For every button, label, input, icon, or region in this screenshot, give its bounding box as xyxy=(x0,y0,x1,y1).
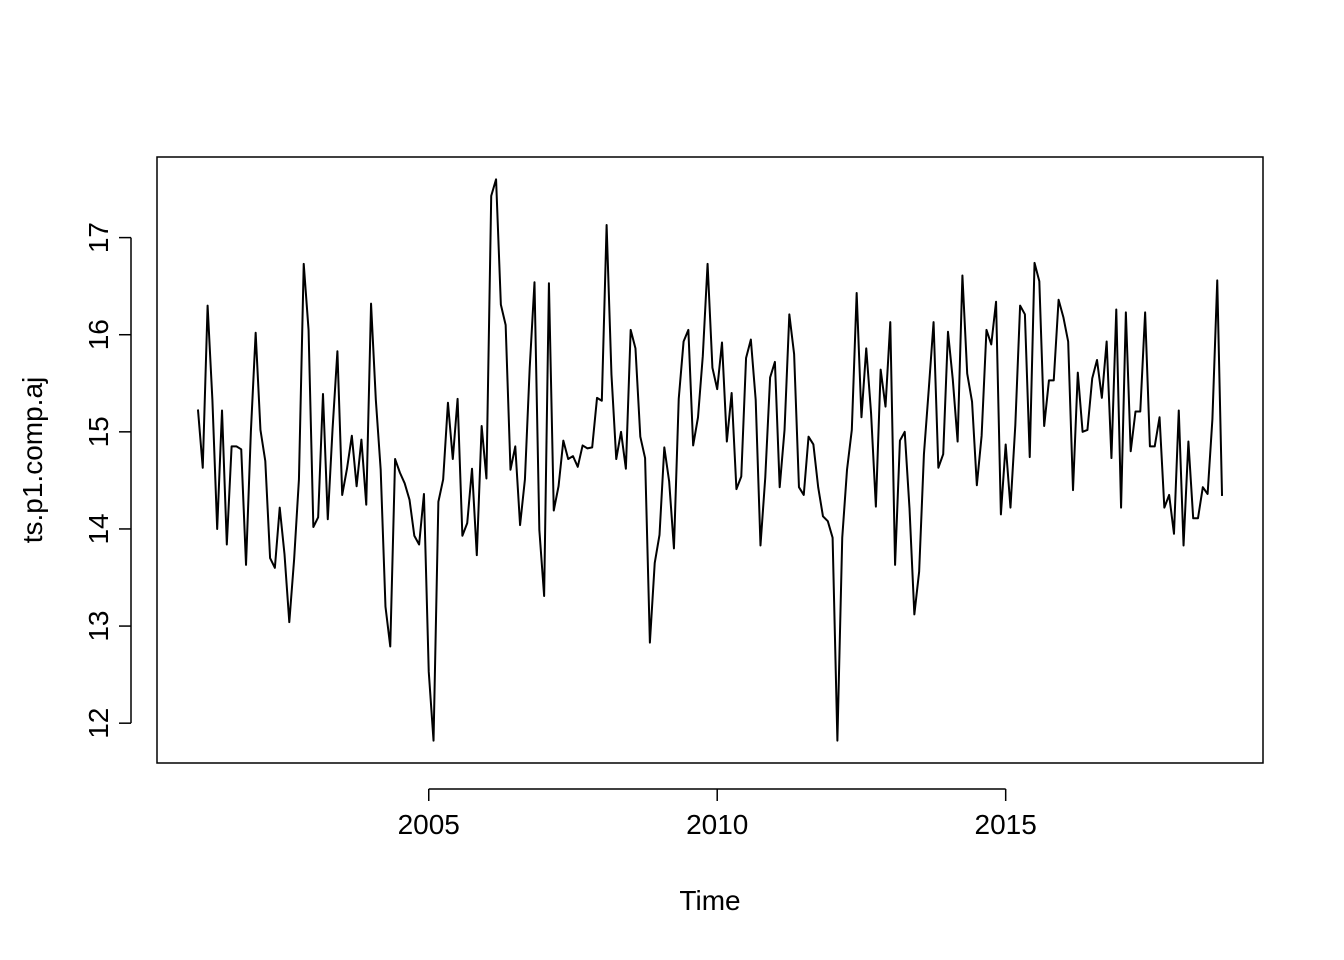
data-line xyxy=(196,178,1224,742)
x-axis-label: Time xyxy=(679,885,740,916)
y-tick-label: 13 xyxy=(83,610,114,641)
y-tick-label: 17 xyxy=(83,222,114,253)
x-tick-label: 2015 xyxy=(975,809,1037,840)
y-tick-label: 14 xyxy=(83,513,114,544)
x-tick-label: 2010 xyxy=(686,809,748,840)
y-tick-label: 12 xyxy=(83,708,114,739)
y-tick-label: 16 xyxy=(83,319,114,350)
x-tick-label: 2005 xyxy=(398,809,460,840)
y-tick-label: 15 xyxy=(83,416,114,447)
y-axis-label: ts.p1.comp.aj xyxy=(17,377,48,544)
plot-frame xyxy=(156,156,1264,764)
